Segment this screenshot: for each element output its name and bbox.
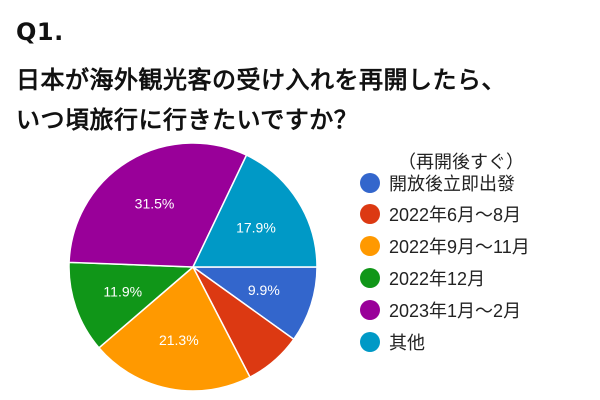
legend-swatch-icon bbox=[360, 332, 380, 352]
legend-item: 其他 bbox=[360, 331, 425, 353]
legend-swatch-icon bbox=[360, 204, 380, 224]
legend-item: 2023年1月～2月 bbox=[360, 299, 521, 321]
pie-slice bbox=[191, 154, 318, 268]
legend-label: 2022年12月 bbox=[389, 269, 486, 289]
legend-label: 2022年6月～8月 bbox=[389, 205, 522, 225]
legend-item: 2022年6月～8月 bbox=[360, 203, 521, 225]
pie-slice bbox=[68, 142, 248, 268]
legend-item: 2022年9月～11月 bbox=[360, 235, 530, 257]
pie-slice bbox=[97, 265, 251, 392]
legend-swatch-icon bbox=[360, 300, 380, 320]
slice-data-label: 11.9% bbox=[103, 284, 142, 300]
slice-data-label: 21.3% bbox=[159, 332, 199, 348]
legend-swatch-icon bbox=[360, 173, 380, 193]
legend-swatch-icon bbox=[360, 236, 380, 256]
legend-label: 2023年1月～2月 bbox=[389, 301, 522, 321]
legend-header: （再開後すぐ） bbox=[398, 152, 524, 173]
legend-label: 其他 bbox=[389, 333, 425, 353]
slice-data-label: 17.9% bbox=[236, 219, 276, 235]
pie-slice bbox=[68, 261, 195, 349]
legend-swatch-icon bbox=[360, 268, 380, 288]
question-title-line1: 日本が海外観光客の受け入れを再開したら、 bbox=[16, 66, 506, 94]
question-title-line2: いつ頃旅行に行きたいですか？ bbox=[16, 106, 359, 134]
question-number: Q1. bbox=[16, 18, 64, 46]
slice-data-label: 31.5% bbox=[135, 195, 175, 211]
legend-item: 2022年12月 bbox=[360, 267, 485, 289]
legend-label: 2022年9月～11月 bbox=[389, 237, 530, 257]
pie-slice bbox=[190, 266, 318, 341]
slice-data-label: 9.9% bbox=[248, 282, 280, 298]
legend-label: 開放後立即出發 bbox=[389, 174, 515, 194]
legend-item: 開放後立即出發 bbox=[360, 172, 515, 194]
